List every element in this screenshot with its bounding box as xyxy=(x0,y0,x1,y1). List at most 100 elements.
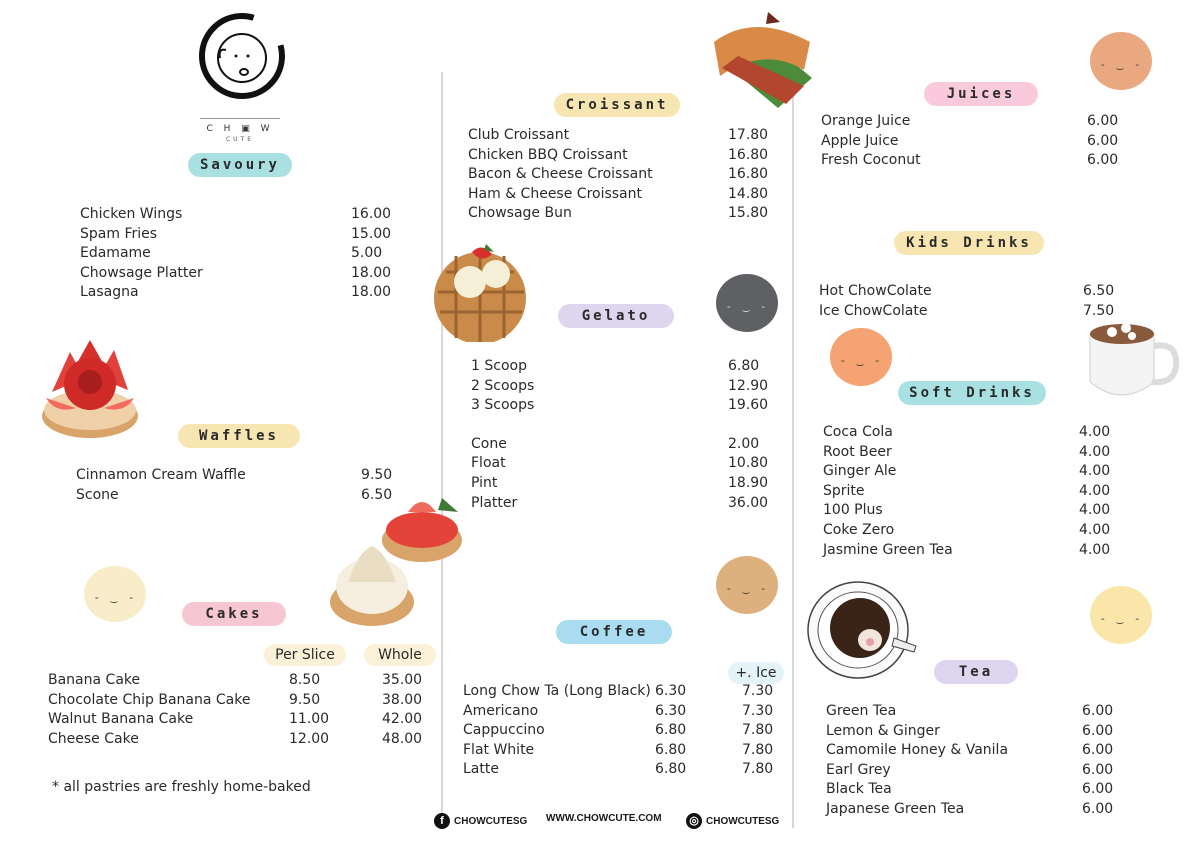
croissant-item-price: 17.80 xyxy=(728,127,769,143)
soft-item-price: 4.00 xyxy=(1079,463,1111,480)
kids-item-name: Hot ChowColate xyxy=(819,283,932,299)
gelato-item-name: 2 Scoops xyxy=(471,377,535,394)
gelato-item-price: 36.00 xyxy=(728,494,769,511)
tea-item-name: Japanese Green Tea xyxy=(826,801,965,817)
croissant-item-name: Chowsage Bun xyxy=(468,205,572,222)
savoury-item-name: Edamame xyxy=(80,245,151,262)
croissant-item-price: 14.80 xyxy=(728,185,769,202)
coffee-item-name: Americano xyxy=(463,702,539,719)
instagram-icon: ◎ xyxy=(686,813,702,829)
cakes-header: Cakes xyxy=(182,602,286,626)
gelato-item-price: 2.00 xyxy=(728,435,760,452)
juices-item-price: 6.00 xyxy=(1087,152,1119,169)
waffles-header: Waffles xyxy=(178,424,300,448)
croissant-item-price: 16.80 xyxy=(728,146,769,163)
instagram-handle: CHOWCUTESG xyxy=(706,815,780,827)
tea-item-name: Camomile Honey & Vanila xyxy=(826,742,1009,759)
tea-item-price: 6.00 xyxy=(1082,781,1114,798)
kids-drinks-header: Kids Drinks xyxy=(894,231,1044,255)
soft-item-name: Coca Cola xyxy=(823,424,893,440)
croissant-item-name: Ham & Cheese Croissant xyxy=(468,185,643,202)
coffee-ice-label: +. Ice xyxy=(728,662,784,684)
gelato-item-price: 12.90 xyxy=(728,377,769,394)
juices-item-name: Orange Juice xyxy=(821,113,911,129)
tea-item-price: 6.00 xyxy=(1082,761,1114,778)
coffee-item-ice: 7.80 xyxy=(742,741,774,758)
croissant-header: Croissant xyxy=(554,93,680,117)
cakes-item-name: Chocolate Chip Banana Cake xyxy=(48,691,251,708)
soft-item-name: Coke Zero xyxy=(823,522,895,538)
waffle-icecream-illustration xyxy=(426,242,534,344)
soft-item-price: 4.00 xyxy=(1079,502,1111,519)
brand-name: C H ▣ W xyxy=(206,124,274,134)
kids-item-price: 7.50 xyxy=(1083,302,1115,319)
cakes-item-whole: 38.00 xyxy=(382,691,423,708)
gelato-item-name: 3 Scoops xyxy=(471,397,535,414)
soft-drinks-header: Soft Drinks xyxy=(898,381,1046,405)
cakes-item-slice: 9.50 xyxy=(289,691,321,708)
cakes-item-name: Walnut Banana Cake xyxy=(48,711,194,728)
cakes-item-slice: 8.50 xyxy=(289,672,321,688)
waffles-item-name: Scone xyxy=(76,486,119,503)
kids-item-price: 6.50 xyxy=(1083,283,1115,299)
cakes-item-slice: 11.00 xyxy=(289,711,330,728)
column-divider-right xyxy=(792,50,794,828)
savoury-item-price: 18.00 xyxy=(351,264,392,281)
orange-cat-face-icon: - ‿ - xyxy=(830,328,892,386)
cakes-item-whole: 35.00 xyxy=(382,672,423,688)
gelato-item-price: 19.60 xyxy=(728,397,769,414)
juices-item-name: Fresh Coconut xyxy=(821,152,921,169)
juices-item-price: 6.00 xyxy=(1087,132,1119,149)
gelato-item-price: 18.90 xyxy=(728,475,769,491)
soft-item-price: 4.00 xyxy=(1079,424,1111,440)
soft-item-name: Root Beer xyxy=(823,443,892,460)
tarts-illustration xyxy=(330,490,470,630)
cakes-item-name: Banana Cake xyxy=(48,672,141,688)
gelato-item-name: 1 Scoop xyxy=(471,358,527,374)
coffee-item-name: Latte xyxy=(463,761,499,778)
logo-rule xyxy=(200,118,280,119)
sandwich-illustration xyxy=(708,8,818,116)
coffee-item-hot: 6.30 xyxy=(655,702,687,719)
coffee-item-ice: 7.30 xyxy=(742,702,774,719)
tea-item-price: 6.00 xyxy=(1082,801,1114,817)
gelato-item-name: Platter xyxy=(471,494,518,511)
croissant-item-name: Bacon & Cheese Croissant xyxy=(468,166,653,183)
juices-header: Juices xyxy=(924,82,1038,106)
footer-instagram[interactable]: ◎ CHOWCUTESG xyxy=(686,813,779,829)
coffee-item-hot: 6.80 xyxy=(655,722,687,739)
footer-facebook[interactable]: f CHOWCUTESG xyxy=(434,813,527,829)
coffee-header: Coffee xyxy=(556,620,672,644)
coffee-item-name: Cappuccino xyxy=(463,722,545,739)
cakes-whole-label: Whole xyxy=(364,644,436,666)
savoury-header: Savoury xyxy=(188,153,292,177)
brand-tagline: CUTE xyxy=(225,136,255,143)
cream-cat-face-icon: - ‿ - xyxy=(84,566,146,622)
cakes-item-whole: 48.00 xyxy=(382,730,423,747)
savoury-item-price: 15.00 xyxy=(351,225,392,242)
coffee-item-name: Flat White xyxy=(463,741,535,758)
gelato-item-name: Float xyxy=(471,455,506,472)
tea-item-price: 6.00 xyxy=(1082,722,1114,739)
soft-item-name: 100 Plus xyxy=(823,502,883,519)
savoury-item-price: 5.00 xyxy=(351,245,383,262)
cakes-item-name: Cheese Cake xyxy=(48,730,139,747)
strawberry-tart-illustration xyxy=(32,332,150,444)
soft-item-name: Jasmine Green Tea xyxy=(823,541,953,558)
footer-website[interactable]: WWW.CHOWCUTE.COM xyxy=(546,813,662,824)
column-divider-left xyxy=(441,72,443,820)
juices-item-name: Apple Juice xyxy=(821,132,899,149)
gelato-header: Gelato xyxy=(558,304,674,328)
savoury-item-name: Chicken Wings xyxy=(80,206,183,222)
gelato-item-name: Pint xyxy=(471,475,498,491)
tea-item-name: Black Tea xyxy=(826,781,892,798)
cakes-item-whole: 42.00 xyxy=(382,711,423,728)
brand-logo xyxy=(196,10,288,102)
facebook-icon: f xyxy=(434,813,450,829)
tea-item-price: 6.00 xyxy=(1082,742,1114,759)
gelato-item-name: Cone xyxy=(471,435,507,452)
website-url: WWW.CHOWCUTE.COM xyxy=(546,813,662,824)
peach-cat-face-icon: - ‿ - xyxy=(1090,32,1152,90)
coffee-item-name: Long Chow Ta (Long Black) xyxy=(463,683,651,699)
latte-cup-illustration xyxy=(806,576,918,682)
